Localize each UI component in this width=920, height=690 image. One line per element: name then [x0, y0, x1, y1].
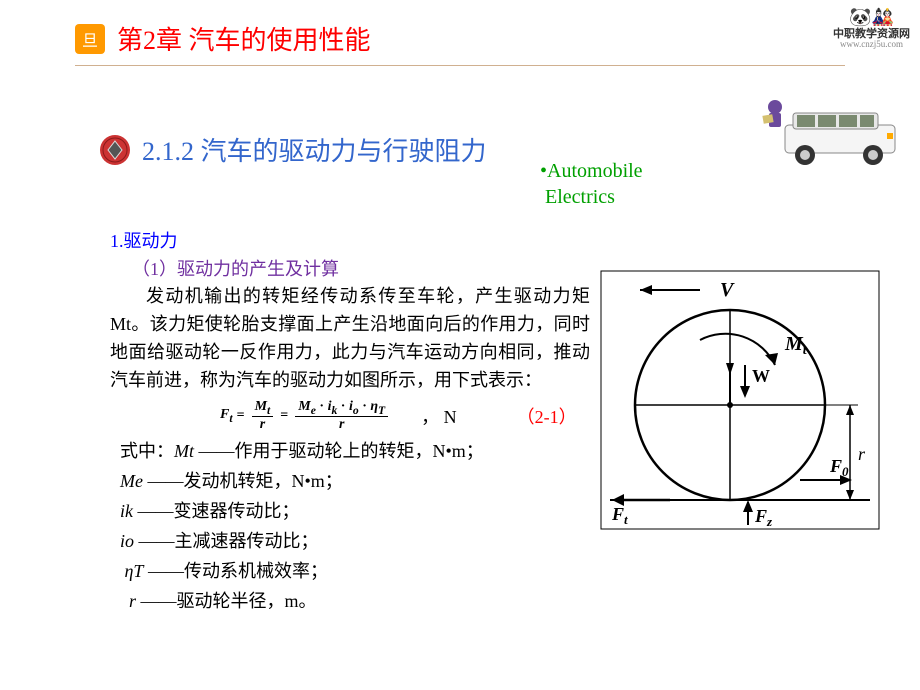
section-header: 2.1.2 汽车的驱动力与行驶阻力: [100, 131, 920, 168]
paragraph: 发动机输出的转矩经传动系传至车轮，产生驱动力矩Mt。该力矩使轮胎支撑面上产生沿地…: [110, 283, 590, 395]
formula-unit: ， N: [421, 403, 457, 429]
def-etaT: ηT ——传动系机械效率；: [120, 557, 590, 583]
chapter-title: 第2章 汽车的使用性能: [117, 20, 371, 57]
logo-url: www.cnzj5u.com: [833, 40, 910, 50]
section-icon: [100, 135, 130, 165]
def-r: r ——驱动轮半径，m。: [120, 587, 590, 613]
heading-2: （1）驱动力的产生及计算: [132, 255, 590, 281]
def-ik: ik ——变速器传动比；: [120, 497, 590, 523]
section-title: 2.1.2 汽车的驱动力与行驶阻力: [142, 131, 487, 168]
section-title-text: 汽车的驱动力与行驶阻力: [201, 137, 487, 166]
automobile-electrics-label: •Automobile Electrics: [540, 158, 643, 210]
def-Mt: 式中：Mt ——作用于驱动轮上的转矩，N•m；: [120, 437, 590, 463]
heading-1: 1.驱动力: [110, 227, 590, 253]
section-number: 2.1.2: [142, 137, 194, 166]
formula-row: Ft = Mtr = Me · ik · io · ηTr ， N （2-1）: [110, 399, 590, 434]
def-io: io ——主减速器传动比；: [120, 527, 590, 553]
chapter-icon: 旦: [75, 24, 105, 54]
content-area: 1.驱动力 （1）驱动力的产生及计算 发动机输出的转矩经传动系传至车轮，产生驱动…: [110, 225, 590, 617]
wheel-force-diagram: V Mt W r F0 Ft: [600, 270, 880, 530]
site-logo: 🐼🎎 中职教学资源网 www.cnzj5u.com: [833, 8, 910, 50]
label-v: V: [720, 279, 735, 301]
def-Me: Me ——发动机转矩，N•m；: [120, 467, 590, 493]
label-W: W: [752, 366, 770, 386]
formula: Ft = Mtr = Me · ik · io · ηTr: [220, 399, 391, 434]
divider: [75, 65, 845, 66]
label-r: r: [858, 444, 866, 464]
chapter-header: 旦 第2章 汽车的使用性能: [0, 0, 920, 57]
formula-number: （2-1）: [517, 403, 577, 429]
